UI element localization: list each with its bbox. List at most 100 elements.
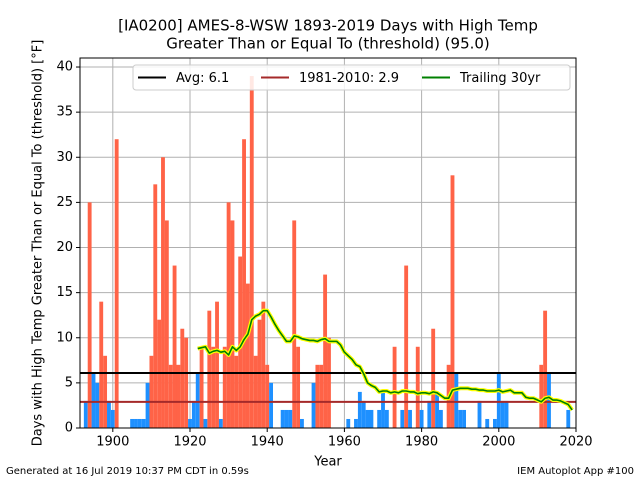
y-tick-label: 0	[65, 421, 73, 436]
bar	[435, 391, 439, 428]
bar	[153, 184, 158, 428]
bar	[226, 202, 231, 428]
y-tick-label: 5	[65, 375, 73, 390]
bar	[161, 157, 165, 428]
bar	[110, 409, 115, 428]
bar	[319, 364, 324, 428]
bar	[419, 409, 424, 428]
bar	[176, 364, 181, 428]
bar	[450, 175, 455, 428]
bar	[415, 346, 420, 428]
bar	[354, 418, 358, 428]
bar	[404, 265, 409, 428]
x-tick-label: 1900	[96, 435, 129, 450]
chart-subtitle: Greater Than or Equal To (threshold) (95…	[166, 35, 490, 53]
bar	[500, 400, 505, 428]
legend-label: Avg: 6.1	[176, 71, 229, 86]
bar	[311, 382, 316, 428]
bar	[346, 418, 351, 428]
y-tick-label: 10	[56, 330, 73, 345]
bar	[145, 382, 150, 428]
bar	[211, 346, 216, 428]
bar	[296, 346, 301, 428]
bar	[168, 364, 173, 428]
bar	[234, 355, 239, 428]
bar	[261, 301, 266, 428]
footer-right: IEM Autoplot App #100	[517, 466, 634, 477]
bar	[180, 328, 185, 428]
bar	[253, 355, 258, 428]
x-tick-label: 1980	[405, 435, 438, 450]
y-tick-label: 15	[56, 285, 73, 300]
bar	[431, 328, 436, 428]
bar	[215, 301, 219, 428]
bar	[87, 202, 92, 428]
bar	[218, 418, 223, 428]
bar	[462, 409, 466, 428]
bar	[361, 400, 366, 428]
bar	[292, 220, 297, 428]
bar	[369, 409, 374, 428]
bar	[357, 391, 362, 428]
bar	[280, 409, 285, 428]
bar	[323, 274, 328, 428]
bar	[203, 418, 208, 428]
y-tick-label: 20	[56, 240, 73, 255]
bar	[539, 364, 544, 428]
y-axis-label: Days with High Temp Greater Than or Equa…	[31, 40, 46, 447]
bar	[130, 418, 135, 428]
bar	[83, 400, 88, 428]
bar	[392, 346, 397, 428]
bar	[107, 400, 111, 428]
bar	[137, 418, 142, 428]
bar	[114, 139, 119, 428]
x-tick-label: 2020	[559, 435, 592, 450]
bar	[245, 283, 250, 428]
bar	[365, 409, 370, 428]
bar	[315, 364, 320, 428]
bar	[265, 364, 270, 428]
bar	[384, 409, 389, 428]
bar	[485, 418, 490, 428]
bar	[288, 409, 293, 428]
axes-frame	[79, 57, 577, 429]
bar	[300, 418, 304, 428]
x-axis-label: Year	[313, 455, 342, 470]
bar	[504, 400, 509, 428]
bar	[95, 382, 100, 428]
y-tick-label: 25	[56, 195, 73, 210]
bar	[222, 346, 227, 428]
bar	[543, 310, 548, 428]
bar	[199, 346, 204, 428]
bar	[242, 139, 246, 428]
x-tick-label: 1960	[328, 435, 361, 450]
legend-label: Trailing 30yr	[459, 71, 541, 86]
legend-box	[132, 64, 571, 91]
bar	[269, 382, 273, 428]
bar	[149, 355, 154, 428]
y-tick-label: 30	[56, 150, 73, 165]
line	[197, 309, 573, 411]
bar	[249, 76, 254, 429]
legend-label: 1981-2010: 2.9	[299, 71, 399, 86]
bar	[477, 400, 482, 428]
bar	[230, 220, 235, 428]
bar	[438, 409, 443, 428]
bar	[141, 418, 146, 428]
x-tick-label: 1920	[173, 435, 206, 450]
bar	[134, 418, 138, 428]
bar	[327, 337, 331, 428]
bar	[103, 355, 108, 428]
bar	[191, 400, 196, 428]
footer-left: Generated at 16 Jul 2019 10:37 PM CDT in…	[6, 466, 249, 477]
bar	[381, 391, 385, 428]
x-tick-label: 2000	[482, 435, 515, 450]
y-tick-label: 40	[56, 60, 73, 75]
bar	[188, 418, 192, 428]
bar	[408, 409, 412, 428]
bar	[458, 409, 463, 428]
bar	[400, 409, 405, 428]
bar	[427, 400, 432, 428]
bar	[184, 337, 189, 428]
